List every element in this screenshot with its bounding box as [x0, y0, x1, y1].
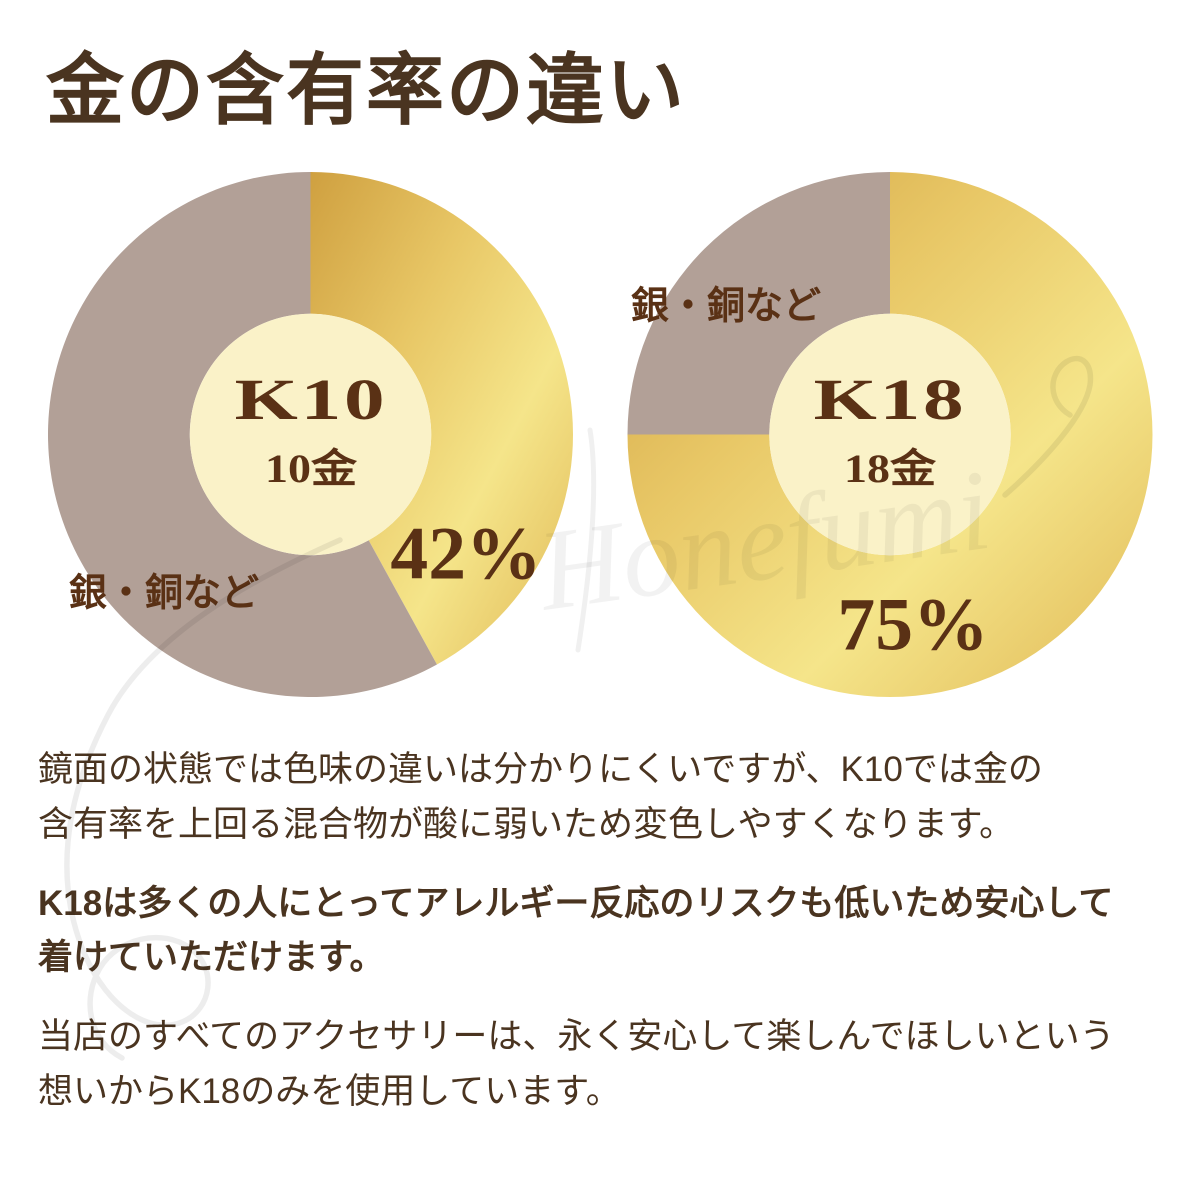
svg-text:Honefumi: Honefumi [529, 446, 998, 635]
